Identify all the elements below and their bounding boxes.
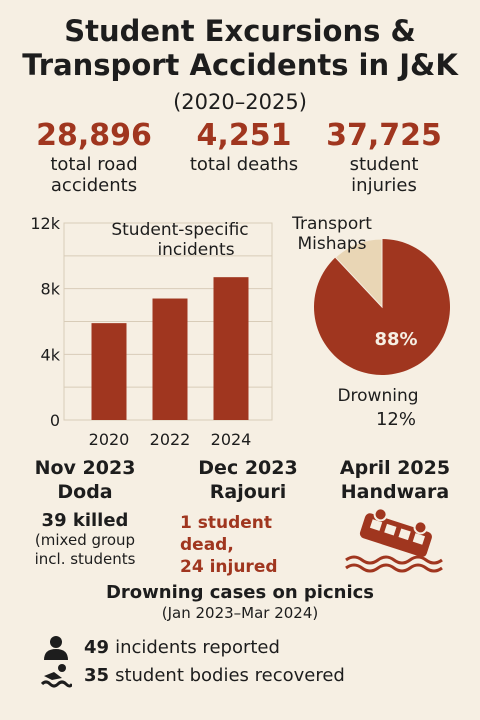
- title-line-2: Transport Accidents in J&K: [22, 48, 458, 82]
- bar-chart-title-1: Student-specific: [111, 220, 248, 240]
- stat-label-1: total road: [50, 154, 138, 175]
- stat-label-2: injuries: [351, 175, 417, 196]
- drowning-text: incidents reported: [115, 636, 280, 658]
- stat-value: 37,725: [326, 118, 442, 153]
- y-tick-label: 8k: [41, 280, 61, 299]
- swimmer-wave-icon: [40, 664, 72, 688]
- incident-place: Rajouri: [209, 481, 287, 503]
- incident-handwara: April 2025 Handwara: [330, 456, 460, 578]
- bar-2024: [213, 277, 249, 420]
- incident-place: Doda: [57, 481, 113, 503]
- bar-2022: [152, 298, 188, 420]
- bar-chart-title-2: incidents: [157, 240, 234, 260]
- x-tick-label: 2020: [89, 430, 130, 449]
- incident-place: Handwara: [340, 481, 450, 503]
- y-tick-label: 4k: [41, 345, 61, 364]
- title-line-1: Student Excursions &: [64, 14, 416, 48]
- incident-rajouri: Dec 2023 Rajouri 1 student dead, 24 inju…: [168, 456, 328, 578]
- x-tick-label: 2022: [150, 430, 191, 449]
- pie-label-transport-1: Transport: [291, 214, 372, 234]
- drowning-title: Drowning cases on picnics: [105, 582, 375, 603]
- x-tick-label: 2024: [211, 430, 252, 449]
- pie-label-drowning: Drowning: [337, 386, 418, 406]
- stat-student-injuries: 37,725 student injuries: [304, 118, 464, 196]
- incident-doda: Nov 2023 Doda 39 killed (mixed group inc…: [20, 456, 150, 569]
- stat-label-1: total deaths: [189, 154, 299, 175]
- stat-value: 4,251: [196, 118, 292, 153]
- incident-date: April 2025: [339, 457, 451, 479]
- pie-pct-drowning: 12%: [376, 409, 416, 430]
- drowning-item-bodies: 35 student bodies recovered: [40, 662, 345, 688]
- pie-pct-transport: 88%: [374, 329, 417, 350]
- incident-date: Dec 2023: [198, 457, 298, 479]
- stat-value: 28,896: [36, 118, 152, 153]
- incident-killed: 39 killed: [41, 510, 129, 531]
- y-tick-label: 12k: [30, 214, 60, 233]
- incident-date: Nov 2023: [34, 457, 136, 479]
- stat-label-1: student: [349, 154, 419, 175]
- pie-slice-drowning: [334, 238, 383, 309]
- incident-note-2: incl. students: [34, 550, 136, 568]
- drowning-text: student bodies recovered: [115, 664, 345, 686]
- period-label: (2020–2025): [173, 90, 307, 114]
- y-tick-label: 0: [50, 411, 60, 430]
- drowning-item-incidents: 49 incidents reported: [40, 634, 280, 660]
- drowning-count: 35: [84, 664, 110, 686]
- stat-road-accidents: 28,896 total road accidents: [14, 118, 174, 196]
- stat-total-deaths: 4,251 total deaths: [164, 118, 324, 175]
- stat-label-2: accidents: [50, 175, 138, 196]
- infographic-title: Student Excursions & Transport Accidents…: [0, 14, 480, 82]
- drowning-period: (Jan 2023–Mar 2024): [161, 604, 319, 622]
- incident-note-1: (mixed group: [34, 531, 136, 549]
- incident-line-2: 24 injured: [180, 557, 278, 577]
- drowning-count: 49: [84, 636, 110, 658]
- overturned-bus-icon: [345, 507, 443, 573]
- incident-line-1: 1 student dead,: [180, 513, 273, 555]
- pie-label-transport-2: Mishaps: [297, 234, 366, 254]
- person-icon: [44, 636, 68, 660]
- bar-2020: [91, 323, 127, 420]
